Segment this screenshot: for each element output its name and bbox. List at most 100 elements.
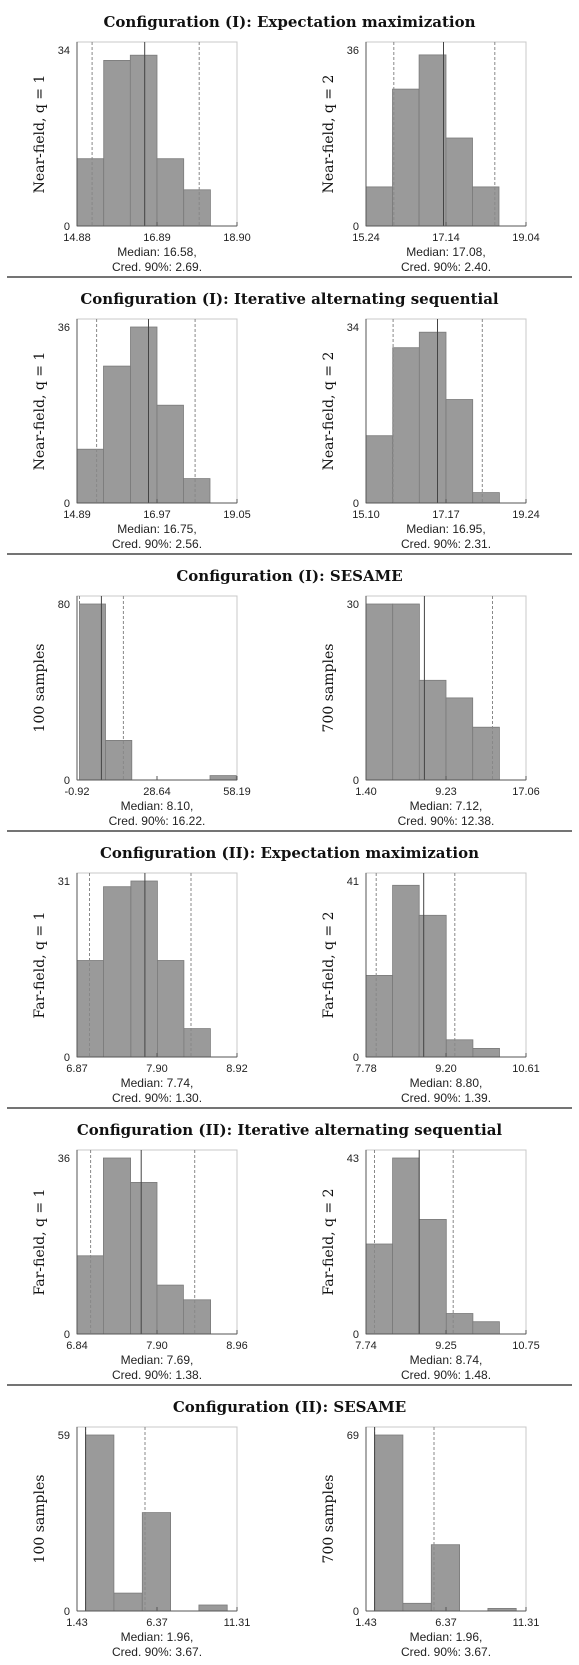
y-axis-label: 100 samples [32,1475,48,1564]
x-tick-label: 17.14 [432,232,460,244]
histogram-bar [76,158,105,227]
credible-interval-label: Cred. 90%: 2.31. [401,537,491,551]
y-tick-label-top: 30 [347,599,359,611]
x-tick-label: 6.84 [66,1340,87,1352]
section-title: Configuration (II): Iterative alternatin… [77,1121,503,1139]
x-tick-label: 7.90 [146,1063,167,1075]
y-tick-label-top: 36 [58,322,70,334]
y-tick-label-bottom: 0 [64,1052,70,1064]
section-4: Configuration (II): Expectation maximiza… [7,830,572,1105]
section-title: Configuration (II): SESAME [173,1398,406,1416]
median-label: Median: 1.96, [410,1630,483,1644]
histogram-bar [113,1592,143,1612]
histogram-panel: 43 07.74 9.25 10.75 Far-field, q = 2 Median: … [321,1149,540,1382]
x-tick-label: 1.40 [355,786,376,798]
x-tick-label: -0.92 [64,786,89,798]
median-label: Median: 7.74, [121,1076,194,1090]
x-tick-label: 16.97 [143,509,171,521]
histogram-panel: 34 014.88 16.89 18.90 Near-field, q = 1 Media… [32,41,251,274]
median-label: Median: 16.75, [117,522,196,536]
y-tick-label-top: 31 [58,876,70,888]
histogram-bar [130,1182,158,1335]
credible-interval-label: Cred. 90%: 12.38. [398,814,495,828]
x-tick-label: 8.96 [226,1340,247,1352]
histogram-panel: 36 06.84 7.90 8.96 Far-field, q = 1 Median: 7… [32,1149,248,1382]
y-axis-label: Far-field, q = 1 [32,1189,48,1296]
histogram-bar [472,1048,500,1058]
histogram-bar [392,88,420,227]
y-tick-label-bottom: 0 [353,221,359,233]
histogram-bar [76,960,104,1058]
x-tick-label: 19.05 [223,509,251,521]
y-tick-label-bottom: 0 [353,498,359,510]
section-title: Configuration (I): Expectation maximizat… [103,13,475,31]
histogram-bar [392,603,420,781]
median-label: Median: 17.08, [406,245,485,259]
credible-interval-label: Cred. 90%: 16.22. [109,814,206,828]
histogram-bar [141,1512,172,1612]
x-tick-label: 9.23 [435,786,456,798]
median-label: Median: 8.10, [121,799,194,813]
credible-interval-label: Cred. 90%: 1.30. [112,1091,202,1105]
credible-interval-label: Cred. 90%: 1.48. [401,1368,491,1382]
histogram-bar [130,880,158,1058]
histogram-bar [182,1299,211,1335]
histogram-bar [365,975,394,1058]
y-tick-label-bottom: 0 [353,1606,359,1618]
histogram-panel: 69 01.43 6.37 11.31 700 samples Median: 1.96,… [321,1426,540,1659]
x-tick-label: 9.20 [435,1063,456,1075]
x-tick-label: 10.75 [512,1340,540,1352]
x-tick-label: 10.61 [512,1063,540,1075]
median-label: Median: 1.96, [121,1630,194,1644]
histogram-bar [103,60,131,227]
histogram-panel: 41 07.78 9.20 10.61 Far-field, q = 2 Median: … [321,872,540,1105]
y-tick-label-top: 80 [58,599,70,611]
credible-interval-label: Cred. 90%: 1.39. [401,1091,491,1105]
y-tick-label-top: 36 [347,45,359,57]
histogram-bar [183,478,211,504]
x-tick-label: 8.92 [226,1063,247,1075]
histogram-bar [392,347,420,504]
median-label: Median: 16.95, [406,522,485,536]
histogram-bar [365,435,394,504]
y-axis-label: Near-field, q = 1 [32,75,48,194]
y-tick-label-bottom: 0 [353,775,359,787]
histogram-bar [374,1434,404,1612]
histogram-bar [402,1602,432,1612]
y-tick-label-bottom: 0 [64,1329,70,1341]
y-tick-label-bottom: 0 [64,498,70,510]
histogram-bar [156,1284,184,1335]
section-2: Configuration (I): Iterative alternating… [7,276,572,551]
x-tick-label: 11.31 [513,1617,540,1629]
y-axis-label: Near-field, q = 1 [32,352,48,471]
x-tick-label: 7.78 [355,1063,376,1075]
y-axis-label: 700 samples [321,1475,337,1564]
histogram-bar [129,54,158,227]
x-tick-label: 15.10 [352,509,380,521]
x-tick-label: 17.06 [512,786,540,798]
x-tick-label: 1.43 [66,1617,87,1629]
histogram-bar [445,399,474,504]
x-tick-label: 19.04 [512,232,540,244]
x-tick-label: 58.19 [223,786,251,798]
x-tick-label: 1.43 [355,1617,376,1629]
histogram-panel: 30 01.40 9.23 17.06 700 samples Median: 7.12,… [321,595,540,828]
histogram-bar [156,404,184,504]
histogram-bar [183,1028,211,1058]
x-tick-label: 28.64 [143,786,171,798]
x-tick-label: 6.87 [66,1063,87,1075]
histogram-bar [430,1544,460,1612]
x-tick-label: 17.17 [432,509,460,521]
histogram-panel: 31 06.87 7.90 8.92 Far-field, q = 1 Median: 7… [32,872,248,1105]
y-tick-label-bottom: 0 [353,1052,359,1064]
section-title: Configuration (I): Iterative alternating… [80,290,499,308]
credible-interval-label: Cred. 90%: 1.38. [112,1368,202,1382]
y-tick-label-bottom: 0 [64,775,70,787]
y-axis-label: Far-field, q = 2 [321,912,337,1019]
median-label: Median: 16.58, [117,245,196,259]
histogram-bar [445,1313,474,1335]
histogram-bar [105,740,133,781]
section-5: Configuration (II): Iterative alternatin… [7,1107,572,1382]
